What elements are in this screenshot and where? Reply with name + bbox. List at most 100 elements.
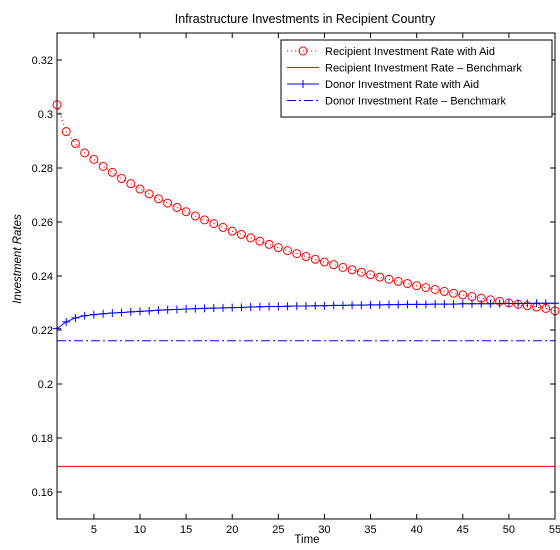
data-point — [319, 257, 329, 267]
data-point — [338, 301, 347, 310]
legend-marker — [298, 46, 308, 56]
data-point — [172, 202, 182, 212]
data-point — [126, 179, 136, 189]
data-point — [126, 307, 135, 316]
data-point — [108, 308, 117, 317]
data-point — [265, 302, 274, 311]
data-point — [514, 299, 523, 308]
data-point — [338, 262, 348, 272]
data-point — [62, 317, 71, 326]
data-point — [430, 285, 440, 294]
data-point — [80, 311, 89, 320]
y-tick-label: 0.16 — [32, 487, 53, 499]
y-tick-label: 0.18 — [32, 433, 53, 445]
data-point — [264, 239, 274, 249]
data-point — [329, 301, 338, 310]
data-point — [431, 300, 440, 309]
data-point — [283, 302, 292, 311]
data-point — [89, 154, 99, 164]
data-point — [311, 301, 320, 310]
data-point — [348, 301, 357, 310]
data-point — [273, 243, 283, 253]
data-point — [181, 207, 191, 217]
data-point — [440, 300, 449, 309]
data-point — [227, 226, 237, 236]
series-1 — [52, 100, 560, 316]
data-point — [219, 303, 227, 312]
data-point — [172, 305, 181, 314]
series-layer — [52, 100, 560, 467]
data-point — [449, 288, 459, 298]
legend-label: Donor Investment Rate with Aid — [325, 79, 479, 91]
data-point — [347, 265, 357, 275]
data-point — [394, 300, 403, 309]
x-tick-label: 35 — [364, 524, 376, 536]
data-point — [136, 307, 144, 316]
data-point — [237, 303, 246, 312]
data-point — [61, 127, 71, 137]
data-point — [532, 299, 541, 308]
data-point — [439, 286, 449, 296]
legend-entry-3: Donor Investment Rate with Aid — [287, 79, 479, 91]
y-tick-label: 0.24 — [32, 271, 53, 283]
x-tick-label: 30 — [318, 524, 330, 536]
data-point — [145, 306, 154, 315]
data-point — [412, 300, 421, 309]
data-point — [255, 236, 265, 246]
data-point — [283, 246, 293, 256]
data-point — [292, 301, 301, 310]
data-point — [357, 301, 366, 310]
data-point — [320, 301, 329, 310]
data-point — [190, 211, 200, 221]
chart-title: Infrastructure Investments in Recipient … — [175, 12, 436, 26]
data-point — [71, 313, 80, 322]
data-point — [89, 310, 98, 319]
legend-label: Recipient Investment Rate with Aid — [325, 46, 495, 58]
data-point — [421, 300, 430, 309]
y-axis-label: Investment Rates — [12, 214, 24, 304]
y-tick-label: 0.32 — [32, 55, 53, 67]
legend-marker — [299, 80, 307, 88]
x-tick-label: 40 — [411, 524, 423, 536]
data-point — [144, 189, 154, 199]
data-point — [182, 304, 191, 313]
legend-label: Donor Investment Rate – Benchmark — [325, 96, 506, 108]
data-point — [366, 270, 376, 280]
data-point — [107, 167, 117, 177]
data-point — [135, 184, 145, 194]
data-point — [523, 299, 532, 308]
data-point — [403, 300, 412, 309]
legend-entry-1: Recipient Investment Rate with Aid — [287, 46, 495, 58]
x-tick-label: 15 — [180, 524, 192, 536]
data-point — [218, 222, 228, 232]
axes-layer: 5 10 15 20 25 30 35 40 45 50 55 0.16 0.18 0.2 0.22 0.24… — [32, 32, 560, 536]
data-point — [153, 194, 163, 204]
data-point — [310, 254, 320, 264]
legend-box — [280, 39, 553, 118]
data-point — [449, 300, 458, 309]
data-point — [274, 302, 283, 311]
x-tick-label: 10 — [134, 524, 146, 536]
y-tick-label: 0.28 — [32, 163, 53, 175]
data-point — [246, 303, 255, 312]
data-point — [301, 252, 311, 262]
data-point — [329, 260, 339, 270]
data-point — [504, 299, 513, 308]
legend: Recipient Investment Rate with Aid Recipi… — [280, 39, 553, 118]
data-point — [209, 304, 218, 313]
data-point — [154, 306, 163, 315]
legend-label: Recipient Investment Rate – Benchmark — [325, 63, 522, 75]
x-tick-label: 20 — [226, 524, 238, 536]
data-point — [495, 299, 504, 308]
data-point — [477, 299, 486, 308]
data-point — [200, 215, 210, 225]
data-point — [163, 305, 172, 314]
data-point — [255, 302, 264, 311]
data-point — [402, 279, 412, 289]
data-point — [292, 249, 302, 259]
y-tick-label: 0.26 — [32, 217, 53, 229]
data-point — [200, 304, 209, 313]
data-point — [384, 274, 394, 284]
data-point — [486, 299, 495, 308]
